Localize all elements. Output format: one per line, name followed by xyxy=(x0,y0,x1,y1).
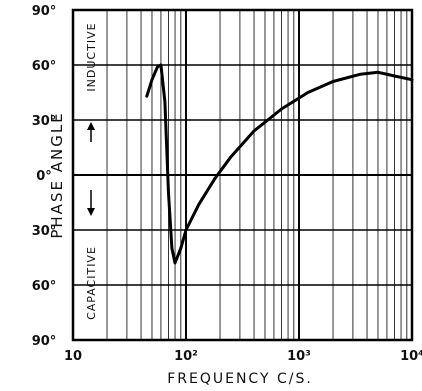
y-tick-label: 30° xyxy=(32,114,57,129)
x-tick-label: 10² xyxy=(174,349,198,364)
y-tick-labels: 90° 60° 30° 0° 30° 60° 90° xyxy=(32,4,57,349)
x-tick-label: 10⁴ xyxy=(400,349,422,364)
plot-frame xyxy=(71,8,414,342)
down-arrow-icon xyxy=(87,190,95,216)
inductive-label: INDUCTIVE xyxy=(85,22,98,91)
capacitive-label: CAPACITIVE xyxy=(85,246,98,320)
up-arrow-icon xyxy=(87,122,95,142)
y-tick-label: 60° xyxy=(32,279,57,294)
x-tick-label: 10 xyxy=(64,349,82,364)
x-tick-labels: 10 10² 10³ 10⁴ xyxy=(64,349,422,364)
x-tick-label: 10³ xyxy=(287,349,311,364)
y-tick-label: 90° xyxy=(32,4,57,19)
grid xyxy=(72,9,413,341)
y-tick-label: 0° xyxy=(36,169,52,184)
y-axis-label: PHASE ANGLE xyxy=(48,111,66,238)
phase-curve xyxy=(145,63,414,265)
y-tick-label: 30° xyxy=(32,224,57,239)
x-axis-label: FREQUENCY C/S. xyxy=(167,371,313,387)
y-tick-label: 90° xyxy=(32,334,57,349)
y-tick-label: 60° xyxy=(32,59,57,74)
